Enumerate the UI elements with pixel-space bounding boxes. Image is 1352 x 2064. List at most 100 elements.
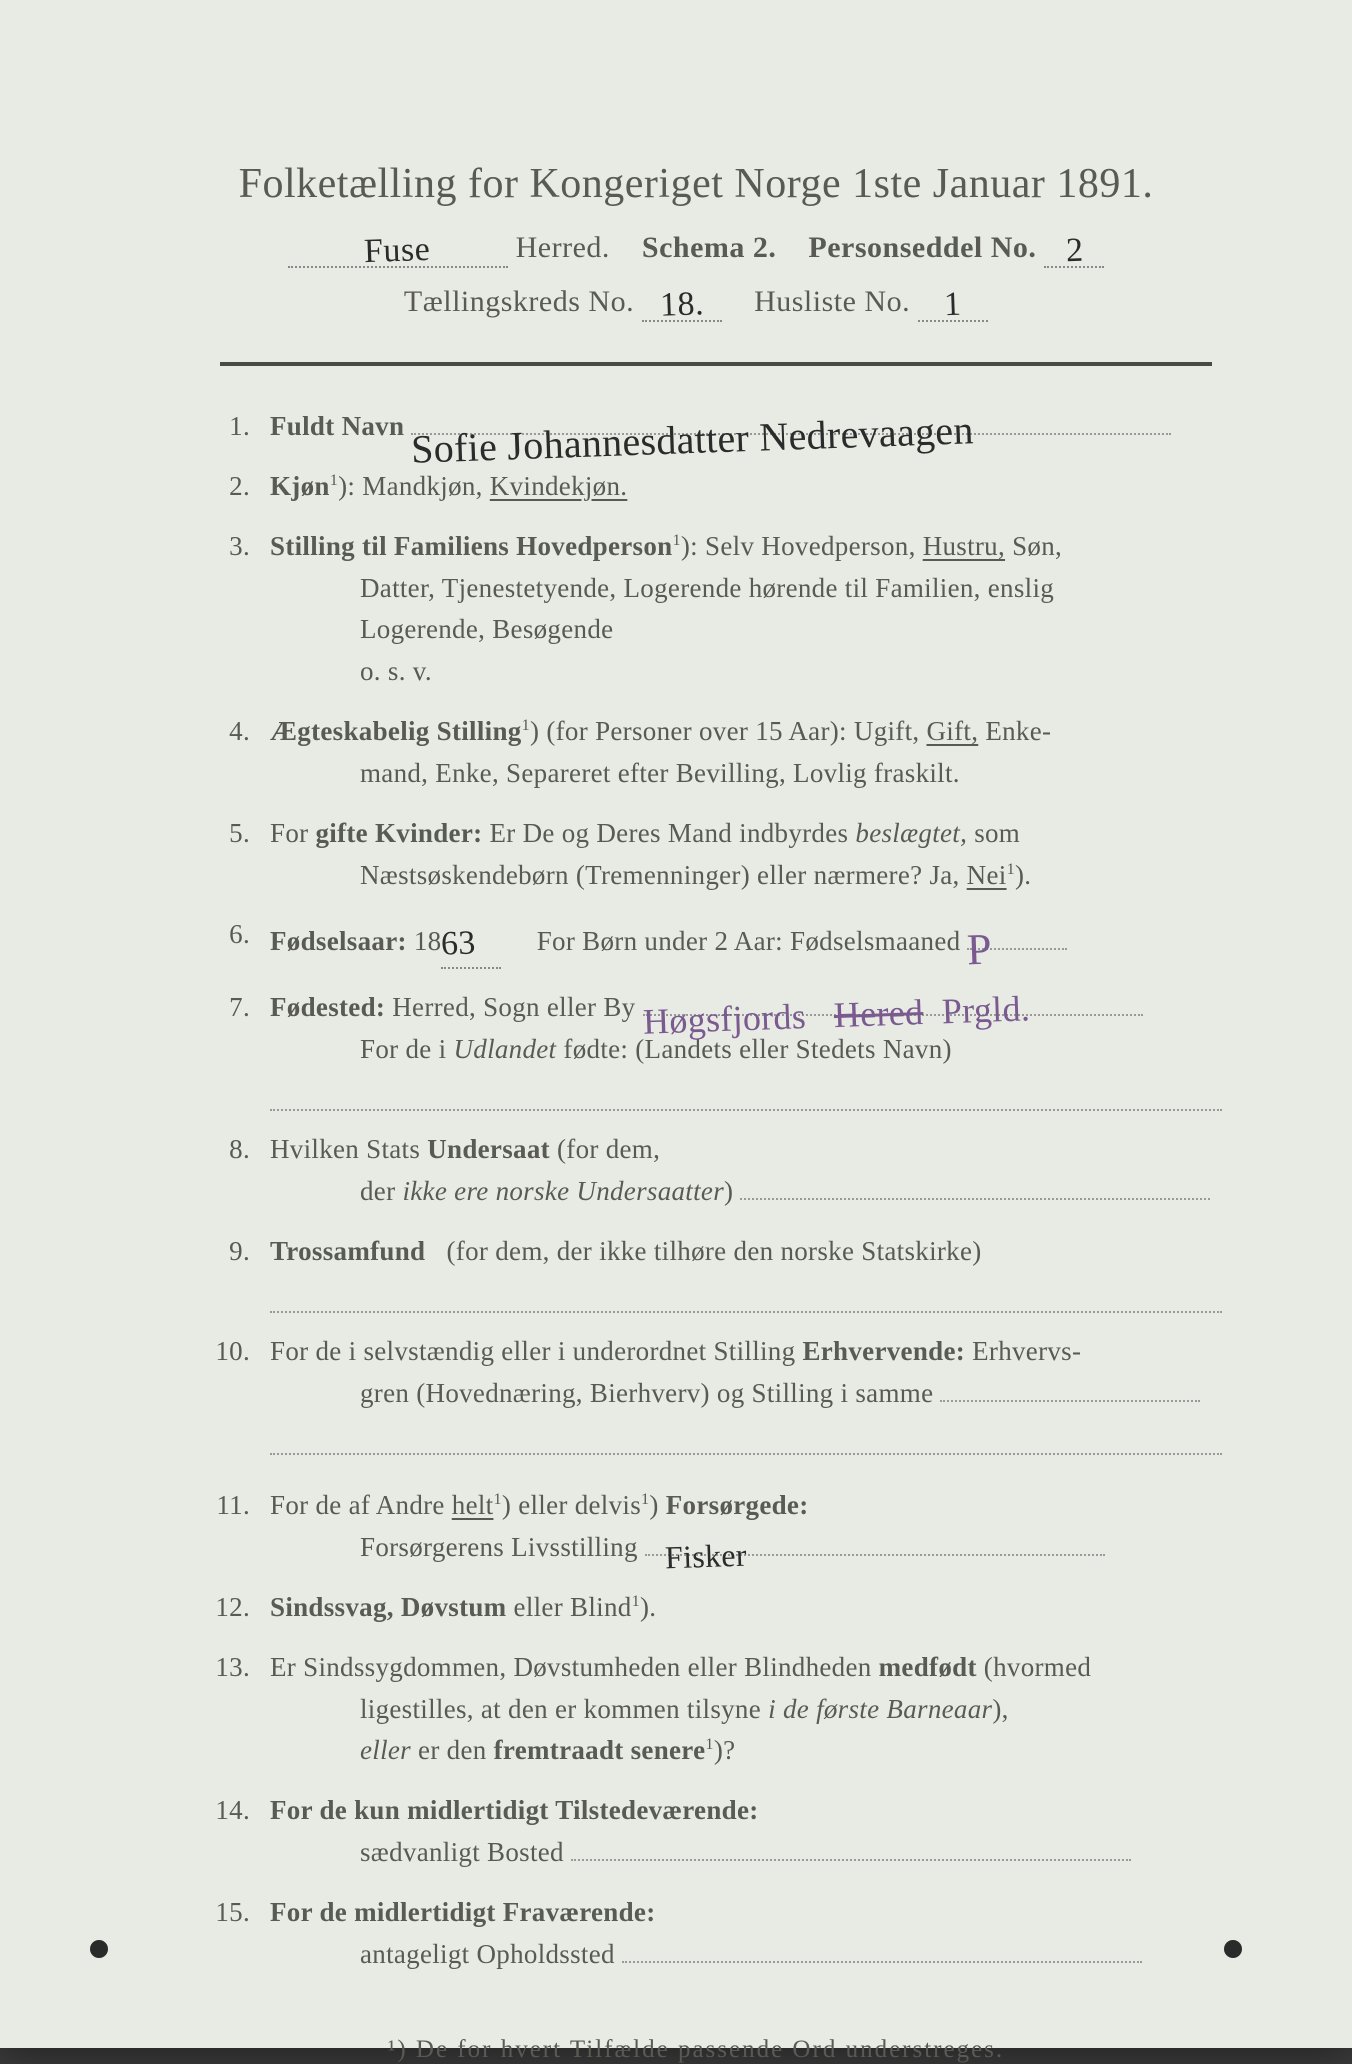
item-body: Fuldt Navn Sofie Johannesdatter Nedrevaa… [270, 406, 1222, 448]
t: Forsørgerens Livsstilling [360, 1532, 638, 1562]
footnote: ¹) De for hvert Tilfælde passende Ord un… [160, 2036, 1232, 2064]
item-num: 12. [180, 1587, 270, 1629]
item-num: 11. [180, 1485, 270, 1569]
t: Er Sindssygdommen, Døvstumheden eller Bl… [270, 1652, 872, 1682]
t: (for dem, [557, 1134, 660, 1164]
t: i de første Barneaar [768, 1694, 992, 1724]
label: For de midlertidigt Fraværende: [270, 1897, 655, 1927]
t: der [360, 1176, 395, 1206]
item-15: 15. For de midlertidigt Fraværende: anta… [180, 1892, 1222, 1976]
husliste-hand: 1 [944, 286, 963, 325]
t: (for Personer over 15 Aar): Ugift, [546, 716, 919, 746]
t: ikke ere norske Undersaatter [402, 1176, 724, 1206]
t: Logerende, Besøgende [270, 609, 613, 651]
dotted-fill [940, 1400, 1200, 1402]
label: For de kun midlertidigt Tilstedeværende: [270, 1795, 759, 1825]
label: Fuldt Navn [270, 411, 404, 441]
punch-hole-icon [90, 1940, 108, 1958]
item-10: 10. For de i selvstændig eller i underor… [180, 1331, 1222, 1455]
label: Trossamfund [270, 1236, 425, 1266]
t: For de af Andre [270, 1490, 445, 1520]
item-body: Er Sindssygdommen, Døvstumheden eller Bl… [270, 1647, 1222, 1773]
item-num: 2. [180, 466, 270, 508]
dotted-fill [270, 1279, 1222, 1313]
kreds-label: Tællingskreds No. [404, 285, 634, 318]
year-hand: 63 [441, 918, 477, 972]
label: Ægteskabelig Stilling [270, 716, 522, 746]
item-num: 7. [180, 987, 270, 1111]
item-11: 11. For de af Andre helt1) eller delvis1… [180, 1485, 1222, 1569]
item-num: 9. [180, 1231, 270, 1313]
item-14: 14. For de kun midlertidigt Tilstedevære… [180, 1790, 1222, 1874]
person-label: Personseddel No. [808, 231, 1036, 264]
label: Forsørgede: [666, 1490, 809, 1520]
label: Fødested: [270, 992, 385, 1022]
t: Selv Hovedperson, [705, 531, 916, 561]
t: For de i selvstændig eller i underordnet… [270, 1336, 795, 1366]
t: gren (Hovednæring, Bierhverv) og Stillin… [360, 1378, 933, 1408]
title-block: Folketælling for Kongeriget Norge 1ste J… [160, 160, 1232, 322]
item-body: Hvilken Stats Undersaat (for dem, der ik… [270, 1129, 1222, 1213]
t: eller delvis [518, 1490, 641, 1520]
item-num: 8. [180, 1129, 270, 1213]
item-num: 5. [180, 813, 270, 897]
dotted-fill [740, 1198, 1210, 1200]
t: ), [992, 1694, 1008, 1724]
item-2: 2. Kjøn1): Mandkjøn, Kvindekjøn. [180, 466, 1222, 508]
item-num: 1. [180, 406, 270, 448]
label: Kjøn [270, 471, 330, 501]
t: eller [360, 1735, 411, 1765]
prefix: 18 [414, 926, 442, 956]
t: (hvormed [984, 1652, 1091, 1682]
item-body: Trossamfund (for dem, der ikke tilhøre d… [270, 1231, 1222, 1313]
label: gifte Kvinder: [315, 818, 482, 848]
t: Hvilken Stats [270, 1134, 420, 1164]
t: o. s. v. [270, 651, 432, 693]
item-num: 14. [180, 1790, 270, 1874]
t: Enke- [985, 716, 1051, 746]
t: som [974, 818, 1020, 848]
schema-label: Schema 2. [642, 231, 777, 264]
item-7: 7. Fødested: Herred, Sogn eller By Høgsf… [180, 987, 1222, 1111]
item-body: Fødselsaar: 1863 For Børn under 2 Aar: F… [270, 914, 1222, 969]
t: sædvanligt Bosted [360, 1837, 564, 1867]
t: For [270, 818, 308, 848]
kreds-hand: 18. [659, 285, 704, 325]
dotted-fill [571, 1859, 1131, 1861]
item-num: 6. [180, 914, 270, 969]
t: Næstsøskendebørn (Tremenninger) eller næ… [360, 860, 960, 890]
t: Udlandet [453, 1034, 556, 1064]
item-9: 9. Trossamfund (for dem, der ikke tilhør… [180, 1231, 1222, 1313]
t: (for dem, der ikke tilhøre den norske St… [447, 1236, 982, 1266]
item-num: 13. [180, 1647, 270, 1773]
header-line-1: Fuse Herred. Schema 2. Personseddel No. … [160, 228, 1232, 268]
item-4: 4. Ægteskabelig Stilling1) (for Personer… [180, 711, 1222, 795]
helt: helt [452, 1490, 494, 1520]
nei: Nei [967, 860, 1007, 890]
gift: Gift, [927, 716, 979, 746]
t: Erhvervs- [972, 1336, 1081, 1366]
t: Herred, Sogn eller By [392, 992, 635, 1022]
t: ligestilles, at den er kommen tilsyne [360, 1694, 761, 1724]
t: er den [418, 1735, 487, 1765]
dotted-fill [622, 1961, 1142, 1963]
t: Er De og Deres Mand indbyrdes [489, 818, 848, 848]
t: Datter, Tjenestetyende, Logerende hørend… [270, 568, 1054, 610]
label: Stilling til Familiens Hovedperson [270, 531, 672, 561]
label: Erhvervende: [802, 1336, 965, 1366]
t: For de i [360, 1034, 446, 1064]
item-body: For de midlertidigt Fraværende: antageli… [270, 1892, 1222, 1976]
t: mand, Enke, Separeret efter Bevilling, L… [270, 753, 960, 795]
label: Undersaat [427, 1134, 550, 1164]
t: Søn, [1012, 531, 1062, 561]
herred-label: Herred. [516, 231, 610, 264]
place-hand: Høgsfjords Hered Prgld. [642, 981, 1031, 1050]
item-num: 3. [180, 526, 270, 693]
item-3: 3. Stilling til Familiens Hovedperson1):… [180, 526, 1222, 693]
t: For Børn under 2 Aar: Fødselsmaaned [537, 926, 961, 956]
t: eller Blind [514, 1592, 632, 1622]
herred-hand: Fuse [364, 231, 432, 271]
item-body: For de i selvstændig eller i underordnet… [270, 1331, 1222, 1455]
t: antageligt Opholdssted [360, 1939, 615, 1969]
item-13: 13. Er Sindssygdommen, Døvstumheden elle… [180, 1647, 1222, 1773]
